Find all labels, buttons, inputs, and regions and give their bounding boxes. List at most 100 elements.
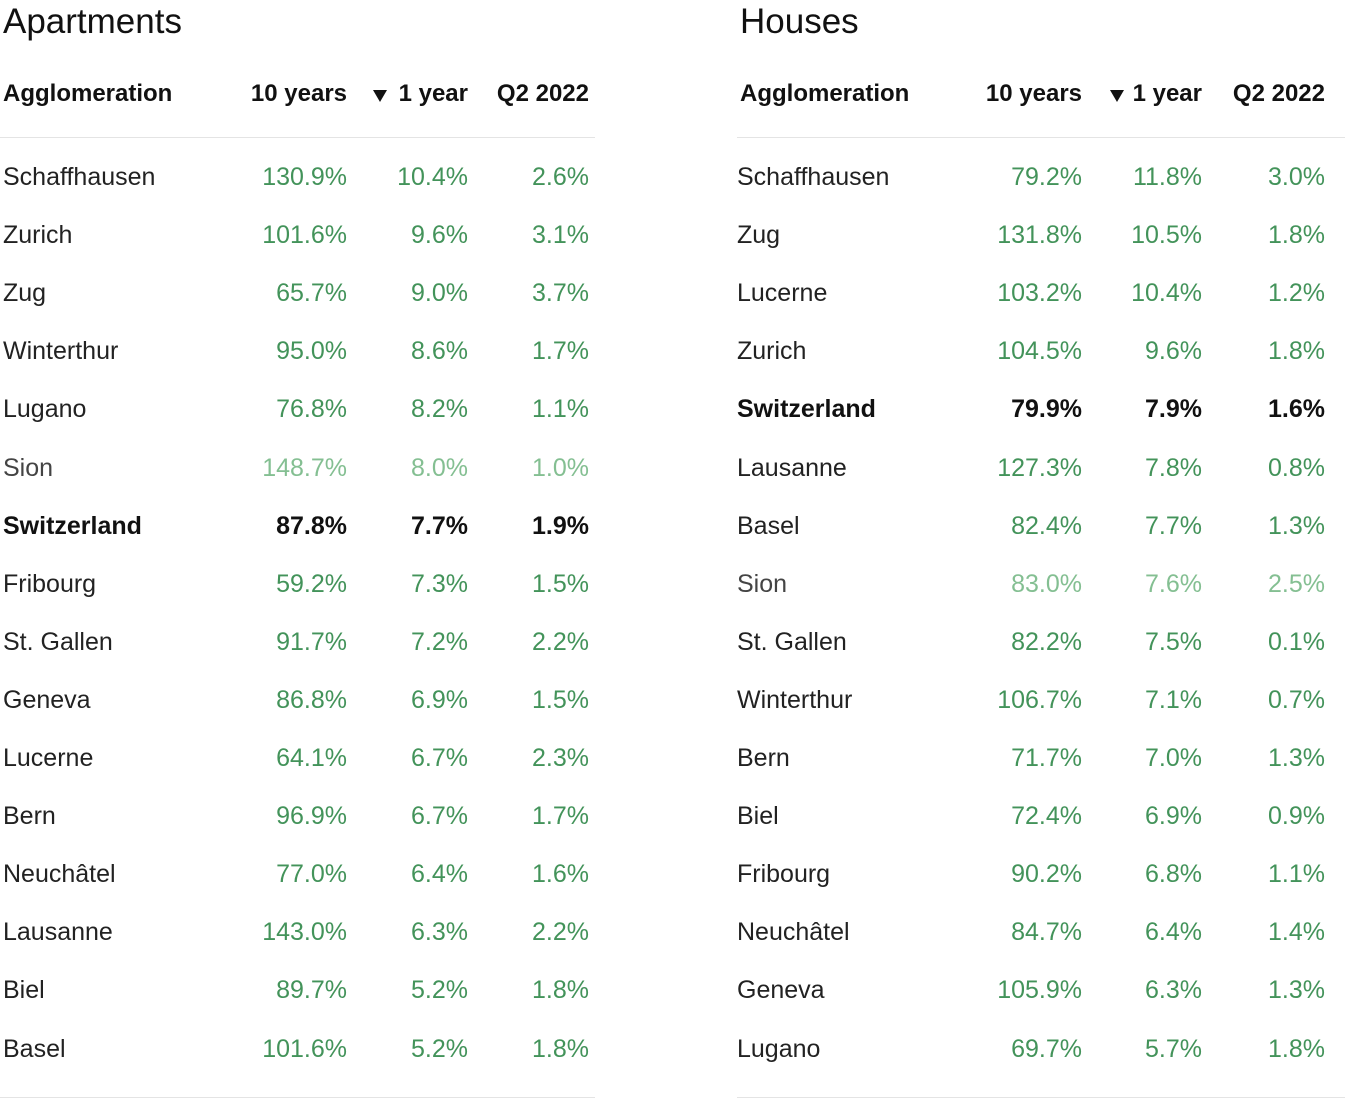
row-name: St. Gallen xyxy=(3,627,113,656)
percent-cell: 103.2% xyxy=(997,279,1082,308)
row-name: Zug xyxy=(3,279,47,308)
row-name: Basel xyxy=(737,511,800,540)
percent-cell: 2.2% xyxy=(532,627,589,656)
percent-cell: 64.1% xyxy=(276,744,347,772)
percent-cell: 101.6% xyxy=(262,221,347,250)
percent-cell: 104.5% xyxy=(997,337,1082,366)
percent-cell: 1.1% xyxy=(1268,860,1325,889)
percent-cell: 2.5% xyxy=(1268,569,1325,598)
percent-cell: 2.6% xyxy=(532,163,589,191)
percent-cell: 8.0% xyxy=(411,453,468,482)
percent-cell: 131.8% xyxy=(997,221,1082,250)
header-rule xyxy=(0,137,595,138)
percent-cell: 6.9% xyxy=(411,685,468,714)
row-name: Lugano xyxy=(3,395,87,424)
percent-cell: 7.1% xyxy=(1145,685,1202,714)
sort-arrow[interactable] xyxy=(372,89,388,103)
percent-cell: 3.7% xyxy=(532,279,589,308)
percent-cell: 79.2% xyxy=(1011,163,1082,191)
percent-cell: 6.3% xyxy=(1145,976,1202,1005)
percent-cell: 3.0% xyxy=(1268,163,1325,191)
row-name: Zug xyxy=(737,221,781,250)
row-name: Fribourg xyxy=(3,569,97,598)
percent-cell: 0.1% xyxy=(1268,627,1325,656)
percent-cell: 3.1% xyxy=(532,221,589,250)
percent-cell: 0.9% xyxy=(1268,802,1325,831)
column-header: Q2 2022 xyxy=(1232,80,1325,107)
percent-cell: 10.5% xyxy=(1131,221,1202,250)
arrow-shape xyxy=(373,90,387,102)
column-header: 1 year xyxy=(398,80,468,107)
column-header: 10 years xyxy=(250,80,347,107)
row-name: Basel xyxy=(3,1034,66,1063)
row-name: Neuchâtel xyxy=(737,918,850,947)
row-name: Geneva xyxy=(737,976,825,1005)
row-name: Lucerne xyxy=(3,744,94,772)
percent-cell: 7.5% xyxy=(1145,627,1202,656)
column-header: 1 year xyxy=(1132,80,1202,107)
percent-cell: 1.8% xyxy=(1268,1034,1325,1063)
percent-cell: 101.6% xyxy=(262,1034,347,1063)
percent-cell: 7.9% xyxy=(1145,395,1202,424)
row-name: Biel xyxy=(3,976,45,1005)
percent-cell: 8.2% xyxy=(411,395,468,424)
percent-cell: 1.0% xyxy=(532,453,589,482)
percent-cell: 1.6% xyxy=(1268,395,1325,424)
percent-cell: 6.8% xyxy=(1145,860,1202,889)
table-title: Apartments xyxy=(3,2,182,41)
row-name: Lausanne xyxy=(737,453,847,482)
percent-cell: 1.5% xyxy=(532,569,589,598)
percent-cell: 130.9% xyxy=(262,163,347,191)
row-name: Lucerne xyxy=(737,279,828,308)
row-name: Schaffhausen xyxy=(737,163,890,191)
percent-cell: 7.8% xyxy=(1145,453,1202,482)
percent-cell: 1.3% xyxy=(1268,744,1325,772)
percent-cell: 90.2% xyxy=(1011,860,1082,889)
percent-cell: 9.6% xyxy=(1145,337,1202,366)
table-title: Houses xyxy=(740,2,859,41)
percent-cell: 6.3% xyxy=(411,918,468,947)
percent-cell: 1.5% xyxy=(532,685,589,714)
percent-cell: 8.6% xyxy=(411,337,468,366)
percent-cell: 6.9% xyxy=(1145,802,1202,831)
percent-cell: 7.2% xyxy=(411,627,468,656)
row-name: Biel xyxy=(737,802,779,831)
percent-cell: 86.8% xyxy=(276,685,347,714)
percent-cell: 1.8% xyxy=(1268,337,1325,366)
row-name: Lausanne xyxy=(3,918,113,947)
percent-cell: 1.2% xyxy=(1268,279,1325,308)
percent-cell: 10.4% xyxy=(1131,279,1202,308)
percent-cell: 1.9% xyxy=(532,511,589,540)
percent-cell: 5.7% xyxy=(1145,1034,1202,1063)
percent-cell: 89.7% xyxy=(276,976,347,1005)
row-name: Lugano xyxy=(737,1034,821,1063)
percent-cell: 1.4% xyxy=(1268,918,1325,947)
percent-cell: 1.8% xyxy=(532,976,589,1005)
row-name: Neuchâtel xyxy=(3,860,116,889)
percent-cell: 7.6% xyxy=(1145,569,1202,598)
percent-cell: 1.7% xyxy=(532,337,589,366)
percent-cell: 2.3% xyxy=(532,744,589,772)
row-name: Switzerland xyxy=(737,395,876,424)
percent-cell: 1.7% xyxy=(532,802,589,831)
percent-cell: 84.7% xyxy=(1011,918,1082,947)
percent-cell: 127.3% xyxy=(997,453,1082,482)
sort-arrow[interactable] xyxy=(1109,89,1125,103)
row-name: Sion xyxy=(3,453,54,482)
percent-cell: 79.9% xyxy=(1011,395,1082,424)
percent-cell: 1.3% xyxy=(1268,511,1325,540)
percent-cell: 5.2% xyxy=(411,1034,468,1063)
percent-cell: 7.0% xyxy=(1145,744,1202,772)
row-name: St. Gallen xyxy=(737,627,847,656)
percent-cell: 69.7% xyxy=(1011,1034,1082,1063)
percent-cell: 82.4% xyxy=(1011,511,1082,540)
percent-cell: 11.8% xyxy=(1132,163,1202,191)
row-name: Zurich xyxy=(737,337,807,366)
percent-cell: 1.6% xyxy=(532,860,589,889)
bottom-rule xyxy=(737,1097,1345,1098)
percent-cell: 6.7% xyxy=(411,802,468,831)
percent-cell: 0.7% xyxy=(1268,685,1325,714)
column-header: Q2 2022 xyxy=(496,80,589,107)
percent-cell: 83.0% xyxy=(1011,569,1082,598)
